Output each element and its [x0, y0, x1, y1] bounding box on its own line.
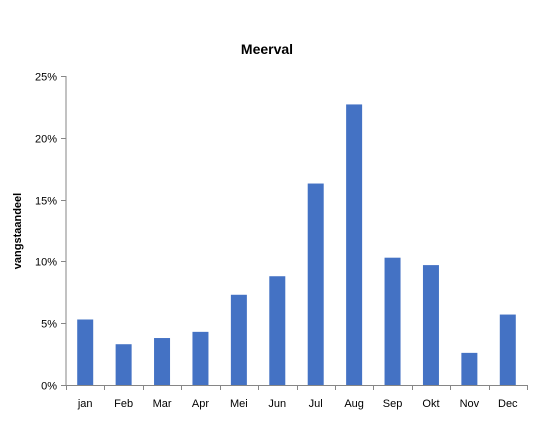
y-tick-label: 5% — [41, 319, 57, 331]
bar — [307, 183, 324, 385]
bar — [192, 331, 209, 385]
x-tick-label: Dec — [498, 398, 518, 410]
bar — [154, 338, 171, 385]
bar — [461, 352, 478, 385]
y-tick-label: 0% — [41, 381, 57, 393]
x-tick-label: jan — [77, 398, 93, 410]
bar — [269, 276, 286, 385]
bars — [77, 104, 516, 385]
bar — [77, 319, 94, 385]
x-tick-label: Feb — [114, 398, 133, 410]
y-axis: 0% 5% 10% 15% 20% 25% — [35, 72, 67, 393]
y-tick-label: 15% — [35, 196, 57, 208]
x-tick-label: Apr — [192, 398, 209, 410]
x-tick-label: Mei — [230, 398, 248, 410]
x-tick-label: Mar — [153, 398, 172, 410]
bar — [422, 265, 439, 385]
x-axis: jan Feb Mar Apr Mei Jun Jul Aug Sep Okt Nov Dec — [66, 385, 528, 410]
x-tick-label: Aug — [344, 398, 364, 410]
chart-title: Meerval — [241, 41, 293, 57]
y-tick-label: 20% — [35, 134, 57, 146]
bar — [499, 314, 516, 385]
bar — [384, 257, 401, 385]
bar — [115, 344, 132, 385]
bar — [230, 294, 247, 385]
x-tick-label: Nov — [460, 398, 480, 410]
y-axis-label: vangstaandeel — [12, 193, 24, 269]
x-tick-label: Jul — [309, 398, 323, 410]
x-tick-label: Sep — [383, 398, 403, 410]
y-tick-label: 25% — [35, 72, 57, 84]
y-tick-label: 10% — [35, 257, 57, 269]
bar — [346, 104, 363, 385]
x-tick-label: Jun — [268, 398, 286, 410]
x-tick-label: Okt — [422, 398, 439, 410]
